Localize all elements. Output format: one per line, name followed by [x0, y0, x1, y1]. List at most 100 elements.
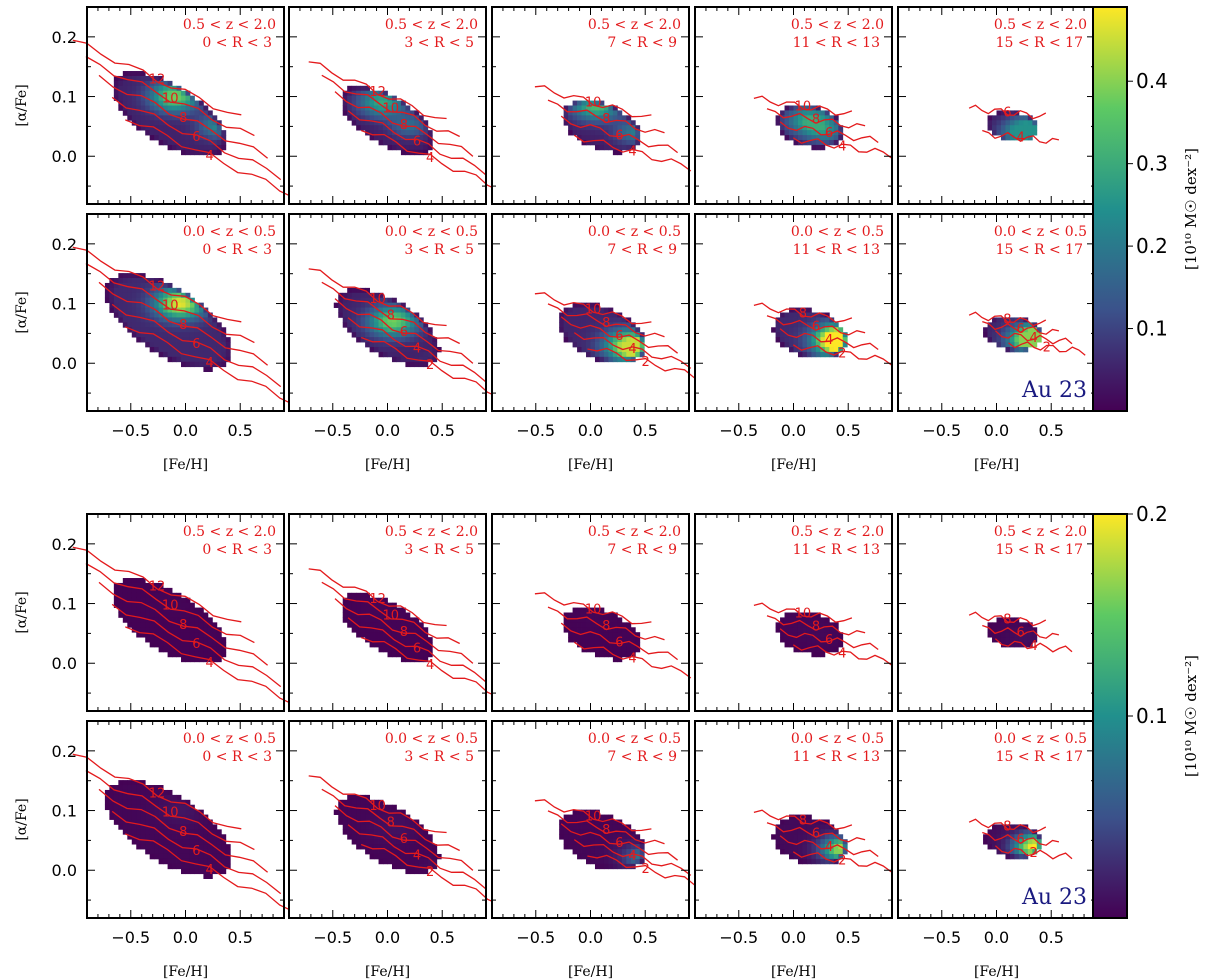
heatmap-cell — [383, 844, 388, 850]
heatmap-cell — [608, 622, 614, 628]
heatmap-cell — [167, 356, 173, 363]
heatmap-cell — [360, 799, 366, 806]
heatmap-cell — [838, 346, 844, 353]
heatmap-cell — [396, 356, 402, 363]
heatmap-cell — [418, 351, 424, 358]
contour-line — [334, 91, 474, 157]
heatmap-cell — [216, 135, 222, 141]
heatmap-cell — [590, 135, 596, 141]
heatmap-cell — [797, 105, 803, 111]
heatmap-cell — [387, 327, 393, 333]
contour-label: 4 — [205, 356, 213, 371]
heatmap-cell — [136, 597, 142, 604]
heatmap-cell — [167, 100, 173, 106]
heatmap-cell — [145, 85, 151, 92]
heatmap-cell — [333, 809, 339, 815]
heatmap-cell — [400, 646, 406, 653]
heatmap-cell — [158, 853, 164, 860]
heatmap-cell — [122, 829, 128, 835]
heatmap-cell — [396, 346, 402, 353]
heatmap-cell — [1036, 327, 1042, 333]
heatmap-cell — [572, 627, 578, 633]
heatmap-cell — [423, 839, 429, 845]
heatmap-cell — [207, 868, 213, 875]
heatmap-cell — [577, 839, 582, 845]
heatmap-cell — [360, 839, 366, 845]
heatmap-cell — [806, 105, 812, 111]
heatmap-cell — [423, 130, 429, 136]
heatmap-cell — [1014, 332, 1020, 338]
heatmap-cell — [568, 814, 573, 820]
heatmap-cell — [811, 844, 817, 850]
x-axis-label: [Fe/H] — [974, 964, 1019, 979]
heatmap-cell — [423, 337, 429, 343]
ticks — [87, 6, 284, 204]
heatmap-cell — [342, 95, 348, 101]
heatmap-cell — [1009, 829, 1015, 835]
heatmap-cell — [815, 346, 821, 353]
heatmap-cell — [163, 130, 168, 136]
heatmap-cell — [806, 342, 812, 348]
heatmap-cell — [581, 105, 587, 111]
heatmap-cell — [185, 346, 191, 353]
heatmap-cell — [612, 651, 618, 658]
heatmap-cell — [612, 612, 618, 618]
heatmap-cell — [780, 110, 785, 116]
heatmap-cell — [374, 799, 379, 806]
heatmap-cell — [784, 642, 790, 648]
heatmap-cell — [127, 834, 133, 840]
heatmap-cell — [360, 297, 366, 304]
heatmap-cell — [185, 617, 191, 623]
heatmap-cell — [559, 829, 565, 835]
heatmap-cell — [793, 110, 799, 116]
heatmap-cell — [586, 844, 591, 850]
heatmap-cell — [992, 130, 997, 136]
heatmap-cell — [163, 587, 168, 594]
contour-line — [308, 775, 447, 834]
heatmap-cell — [149, 287, 155, 294]
heatmap-cell — [118, 602, 124, 608]
heatmap-cell — [136, 85, 142, 92]
contour-line — [968, 104, 1047, 120]
heatmap-cell — [797, 617, 803, 623]
heatmap-cell — [409, 342, 415, 348]
heatmap-cell — [797, 819, 803, 825]
heatmap-cell — [590, 342, 596, 348]
heatmap-cell — [212, 622, 218, 628]
heatmap-cell — [797, 834, 803, 840]
heatmap-cell — [391, 607, 397, 613]
heatmap-cell — [203, 646, 209, 653]
heatmap-cell — [626, 824, 632, 830]
heatmap-cell — [185, 135, 191, 141]
heatmap-cell — [572, 607, 578, 613]
heatmap-cell — [784, 819, 790, 825]
heatmap-cell — [775, 834, 781, 840]
contour-label: 6 — [400, 832, 408, 847]
heatmap-cell — [626, 642, 632, 648]
heatmap-cell — [1005, 125, 1011, 131]
heatmap-cell — [612, 130, 618, 136]
heatmap-cell — [163, 622, 168, 628]
heatmap-cell — [185, 627, 191, 633]
heatmap-cell — [391, 602, 397, 608]
contour-line — [792, 137, 892, 159]
x-tick-label: 0.0 — [375, 928, 400, 947]
heatmap-cell — [163, 125, 168, 131]
heatmap-cell — [797, 829, 803, 835]
heatmap-cell — [824, 819, 830, 825]
heatmap-cell — [347, 794, 353, 801]
heatmap-cell — [789, 110, 794, 116]
heatmap-cell — [374, 332, 379, 338]
heatmap-cell — [207, 839, 213, 845]
contour-label: 4 — [426, 151, 434, 166]
heatmap-cell — [1000, 839, 1006, 845]
heatmap-cell — [225, 844, 231, 850]
heatmap-cell — [140, 804, 146, 811]
heatmap-cell — [176, 125, 182, 131]
heatmap-cell — [784, 327, 790, 333]
heatmap-cell — [113, 80, 119, 87]
y-tick-label: 0.2 — [52, 235, 77, 254]
heatmap-cell — [167, 637, 173, 643]
heatmap-cell — [789, 332, 794, 338]
